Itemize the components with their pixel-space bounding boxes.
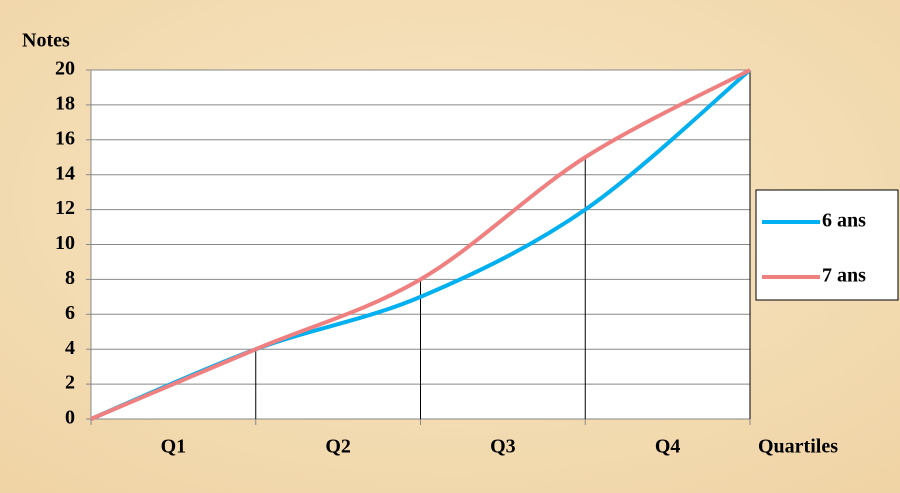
series-line [90,68,751,421]
y-tick-label: 20 [55,58,75,80]
x-category-label: Q1 [161,436,187,458]
y-tick-label: 2 [65,372,75,394]
y-tick-label: 6 [65,302,75,324]
y-tick-label: 14 [55,162,75,184]
y-tick-label: 12 [55,197,75,219]
x-category-label: Q2 [325,436,351,458]
y-tick-label: 10 [55,232,75,254]
legend [755,189,899,301]
y-tick-label: 0 [65,407,75,429]
y-tick-label: 18 [55,92,75,114]
x-axis-label: Quartiles [758,436,838,458]
y-tick-label: 4 [65,337,75,359]
y-tick-label: 8 [65,267,75,289]
y-axis-label: Notes [22,30,70,52]
x-category-label: Q3 [490,436,516,458]
legend-label: 6 ans [822,210,866,232]
legend-label: 7 ans [822,265,866,287]
y-tick-label: 16 [55,127,75,149]
x-category-label: Q4 [655,436,681,458]
